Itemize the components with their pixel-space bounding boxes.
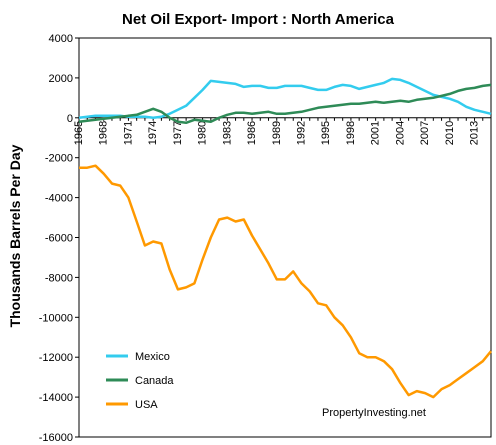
y-tick-label: 0 [67,113,73,125]
source-label: PropertyInvesting.net [322,407,426,419]
series-lines [78,77,492,399]
x-tick-label: 2001 [370,121,382,145]
x-tick-label: 1992 [295,121,307,145]
y-tick-label: -10000 [39,312,73,324]
x-tick-label: 2010 [444,121,456,145]
x-tick-label: 1995 [320,121,332,145]
y-axis-ticks: 4000 2000 0 -2000 -4000 -6000 -8000 -10000 -1200… [39,33,79,444]
x-tick-label: 2013 [469,121,481,145]
x-tick-label: 1968 [98,121,110,145]
series-line-mexico [78,77,492,120]
x-tick-label: 1965 [73,121,85,145]
y-tick-label: -16000 [39,432,73,444]
chart-title: Net Oil Export- Import : North America [122,11,395,28]
series-line-usa [79,164,492,399]
x-tick-label: 1983 [221,121,233,145]
x-tick-label: 1974 [147,121,159,145]
legend-label-usa: USA [135,399,158,411]
y-tick-label: -14000 [39,392,73,404]
plot-frame [78,37,492,438]
y-tick-label: -4000 [45,193,73,205]
plot-area [78,37,492,438]
y-tick-label: 2000 [49,73,73,85]
y-tick-label: -2000 [45,153,73,165]
x-tick-label: 2004 [394,121,406,145]
y-tick-label: -8000 [45,272,73,284]
x-tick-label: 1989 [271,121,283,145]
y-tick-label: -12000 [39,352,73,364]
x-axis-ticks: 1965 1968 1971 1974 1977 1980 1983 1986 1989 1992… [73,117,492,145]
x-tick-label: 1971 [122,121,134,145]
legend: Mexico Canada USA [106,351,174,411]
x-tick-label: 2007 [419,121,431,145]
x-tick-label: 1986 [246,121,258,145]
legend-label-mexico: Mexico [135,351,170,363]
y-tick-label: 4000 [49,33,73,45]
x-tick-label: 1977 [172,121,184,145]
x-tick-label: 1998 [345,121,357,145]
legend-label-canada: Canada [135,375,174,387]
series-line-canada [78,83,492,125]
x-tick-label: 1980 [197,121,209,145]
y-tick-label: -6000 [45,233,73,245]
y-axis-label: Thousands Barrels Per Day [7,144,23,327]
